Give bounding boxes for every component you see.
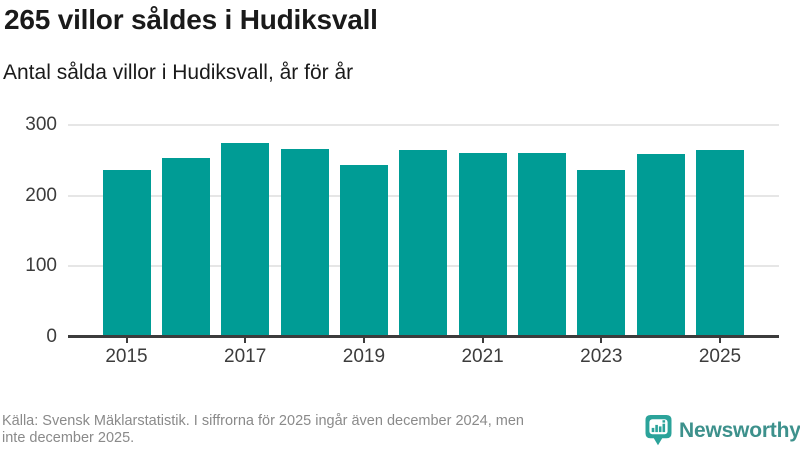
x-axis-label: 2025	[698, 346, 742, 367]
bar-2025	[696, 149, 744, 337]
bar-2016	[161, 158, 210, 337]
bar-2024	[636, 153, 685, 337]
gridline-300	[68, 124, 779, 126]
x-axis-label: 2021	[461, 346, 504, 367]
chart-title: 265 villor såldes i Hudiksvall	[4, 4, 378, 35]
x-axis-label: 2017	[224, 346, 267, 367]
bar-2021	[458, 152, 507, 337]
y-axis-label: 300	[25, 114, 57, 135]
bar-2020	[399, 150, 448, 337]
y-axis-label: 100	[25, 255, 57, 277]
newsworthy-wordmark: Newsworthy	[679, 418, 800, 442]
bar-2017	[221, 143, 270, 337]
x-axis-line	[68, 335, 779, 338]
newsworthy-logo[interactable]: Newsworthy	[645, 415, 800, 446]
x-axis-tick	[362, 338, 365, 343]
x-axis-tick	[244, 338, 247, 343]
source-note-line2: inte december 2025.	[2, 430, 135, 446]
bar-2019	[339, 164, 388, 337]
x-axis-label: 2019	[342, 346, 386, 367]
x-axis-tick	[719, 338, 721, 343]
x-axis-label: 2015	[105, 346, 148, 367]
y-axis-label: 0	[46, 326, 57, 347]
bar-chart: 2015 2017 2019 2021 2023 2025 0 100 200 300	[0, 115, 800, 367]
newsworthy-bubble-chart-icon	[645, 415, 672, 446]
bar-2022	[517, 152, 566, 337]
x-axis-tick	[481, 338, 484, 343]
x-axis-tick	[125, 338, 128, 343]
x-axis-tick	[600, 338, 603, 343]
bar-2015	[102, 170, 151, 337]
chart-subtitle: Antal sålda villor i Hudiksvall, år för …	[3, 61, 354, 84]
plot-area: 2015 2017 2019 2021 2023 2025	[68, 124, 779, 367]
y-axis-label: 200	[25, 184, 57, 206]
x-axis-label: 2023	[580, 346, 623, 367]
source-note: Källa: Svensk Mäklarstatistik. I siffror…	[2, 413, 524, 447]
bar-2018	[280, 149, 329, 337]
bar-2023	[577, 170, 626, 337]
source-note-line1: Källa: Svensk Mäklarstatistik. I siffror…	[2, 413, 524, 429]
